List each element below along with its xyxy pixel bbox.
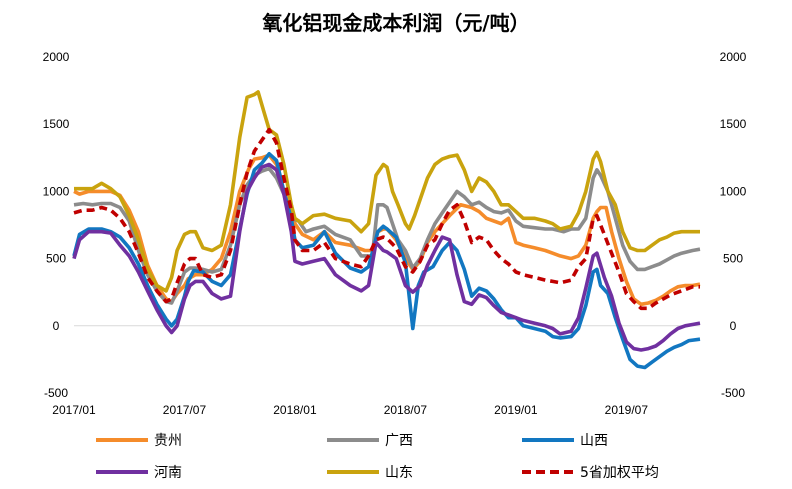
series-line-5 — [73, 127, 700, 311]
series-line-3 — [72, 162, 701, 352]
chart-axes: 2000 2000 1500 1500 1000 1000 500 500 0 0 -500 -500… — [43, 50, 747, 417]
y-tick-label-right: 1500 — [720, 117, 747, 131]
chart-title: 氧化铝现金成本利润（元/吨） — [261, 11, 529, 35]
x-tick-label: 2018/01 — [273, 403, 317, 417]
x-tick-label: 2019/07 — [605, 403, 649, 417]
y-tick-label-right: 0 — [730, 319, 737, 333]
y-tick-label-left: 0 — [53, 319, 60, 333]
legend-label-1: 广西 — [385, 433, 413, 449]
y-tick-label-left: -500 — [44, 386, 68, 400]
y-tick-label-right: 2000 — [720, 50, 747, 64]
y-tick-label-right: -500 — [721, 386, 745, 400]
legend-label-4: 山东 — [385, 465, 413, 481]
x-tick-label: 2017/01 — [52, 403, 96, 417]
y-tick-label-left: 1000 — [43, 184, 70, 198]
x-tick-label: 2019/01 — [494, 403, 538, 417]
y-tick-label-right: 1000 — [720, 184, 747, 198]
legend-label-3: 河南 — [154, 465, 182, 481]
y-tick-label-left: 2000 — [43, 50, 70, 64]
series-layer — [72, 90, 701, 370]
series-line-4 — [74, 90, 700, 293]
y-tick-label-right: 500 — [723, 252, 743, 266]
x-tick-label: 2018/07 — [384, 403, 428, 417]
legend-label-2: 山西 — [580, 433, 608, 449]
legend-label-0: 贵州 — [154, 433, 182, 449]
legend-label-5: 5省加权平均 — [580, 465, 659, 481]
y-tick-label-left: 500 — [46, 252, 66, 266]
y-tick-label-left: 1500 — [43, 117, 70, 131]
x-tick-label: 2017/07 — [163, 403, 207, 417]
